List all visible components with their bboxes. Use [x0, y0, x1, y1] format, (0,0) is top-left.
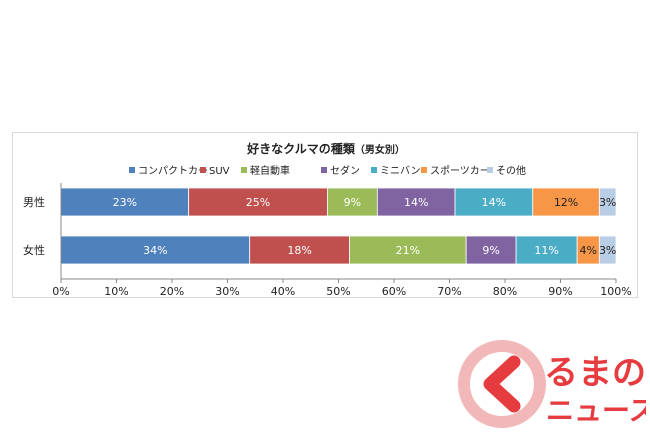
bar-segment	[598, 235, 617, 265]
legend-label: スポーツカー	[430, 165, 490, 177]
bar-segment	[598, 187, 617, 217]
kurumanews-logo: るまの ニュース	[458, 340, 646, 428]
legend-swatch	[129, 167, 135, 173]
legend-swatch	[200, 167, 206, 173]
legend-item: SUV	[200, 166, 230, 177]
logo-line2: ニュース	[546, 394, 646, 427]
legend: コンパクトカー SUV 軽自動車 セダン ミニバン スポーツカー その他	[129, 164, 526, 177]
data-label: 11%	[534, 244, 558, 257]
bar-segment	[249, 235, 350, 265]
legend-label: セダン	[330, 164, 360, 177]
bar-segment	[60, 235, 251, 265]
chart-title: 好きなクルマの種類（男女別）	[246, 141, 405, 156]
bar-area: 男性 23% 25% 9% 14% 14% 12% 3%女性 34% 18% 21% 9% 11% 4% 3…	[23, 187, 617, 265]
data-label: 34%	[143, 244, 167, 257]
x-axis: 0% 10% 20% 30% 40% 50% 60% 70% 80% 90% 100%	[52, 183, 632, 298]
legend-swatch	[321, 167, 327, 173]
chart-title-suffix: （男女別）	[355, 143, 405, 156]
legend-label: 軽自動車	[250, 164, 290, 177]
legend-item: その他	[487, 164, 526, 177]
category-label: 女性	[23, 243, 45, 257]
legend-swatch	[487, 167, 493, 173]
legend-swatch	[421, 167, 427, 173]
bar-segment	[532, 187, 600, 217]
x-tick-label: 40%	[271, 285, 295, 298]
legend-label: SUV	[209, 166, 230, 177]
x-tick-label: 30%	[215, 285, 239, 298]
legend-item: スポーツカー	[421, 165, 490, 177]
data-label: 3%	[599, 244, 616, 257]
data-label: 23%	[113, 196, 137, 209]
data-label: 18%	[287, 244, 311, 257]
x-tick-label: 50%	[326, 285, 350, 298]
data-label: 21%	[396, 244, 420, 257]
data-label: 14%	[482, 196, 506, 209]
data-label: 3%	[599, 196, 616, 209]
data-label: 4%	[580, 244, 597, 257]
legend-swatch	[241, 167, 247, 173]
data-label: 9%	[482, 244, 499, 257]
chart-frame: 好きなクルマの種類（男女別） コンパクトカー SUV 軽自動車 セダン ミニバン スポーツ…	[12, 132, 638, 298]
data-label: 9%	[344, 196, 361, 209]
legend-swatch	[371, 167, 377, 173]
x-tick-label: 20%	[160, 285, 184, 298]
bar-segment	[349, 235, 467, 265]
legend-label: コンパクトカー	[138, 165, 208, 177]
x-tick-label: 70%	[437, 285, 461, 298]
legend-label: ミニバン	[380, 165, 421, 177]
data-label: 12%	[554, 196, 578, 209]
legend-item: ミニバン	[371, 165, 421, 177]
legend-item: セダン	[321, 164, 360, 177]
bar-segment	[188, 187, 328, 217]
legend-item: コンパクトカー	[129, 165, 208, 177]
x-tick-label: 10%	[104, 285, 128, 298]
x-tick-label: 90%	[548, 285, 572, 298]
x-tick-label: 60%	[382, 285, 406, 298]
logo-line1: るまの	[544, 353, 646, 393]
x-tick-label: 80%	[493, 285, 517, 298]
category-label: 男性	[23, 195, 45, 209]
data-label: 25%	[246, 196, 270, 209]
legend-item: 軽自動車	[241, 164, 290, 177]
bar-segment	[465, 235, 517, 265]
legend-label: その他	[496, 164, 526, 177]
bar-segment	[60, 187, 190, 217]
x-tick-label: 100%	[600, 285, 631, 298]
bar-segment	[376, 187, 456, 217]
x-tick-label: 0%	[52, 285, 69, 298]
data-label: 14%	[404, 196, 428, 209]
bar-segment	[326, 187, 378, 217]
stacked-bar-chart: 好きなクルマの種類（男女別） コンパクトカー SUV 軽自動車 セダン ミニバン スポーツ…	[23, 141, 632, 298]
logo-chevron-icon	[458, 340, 546, 428]
